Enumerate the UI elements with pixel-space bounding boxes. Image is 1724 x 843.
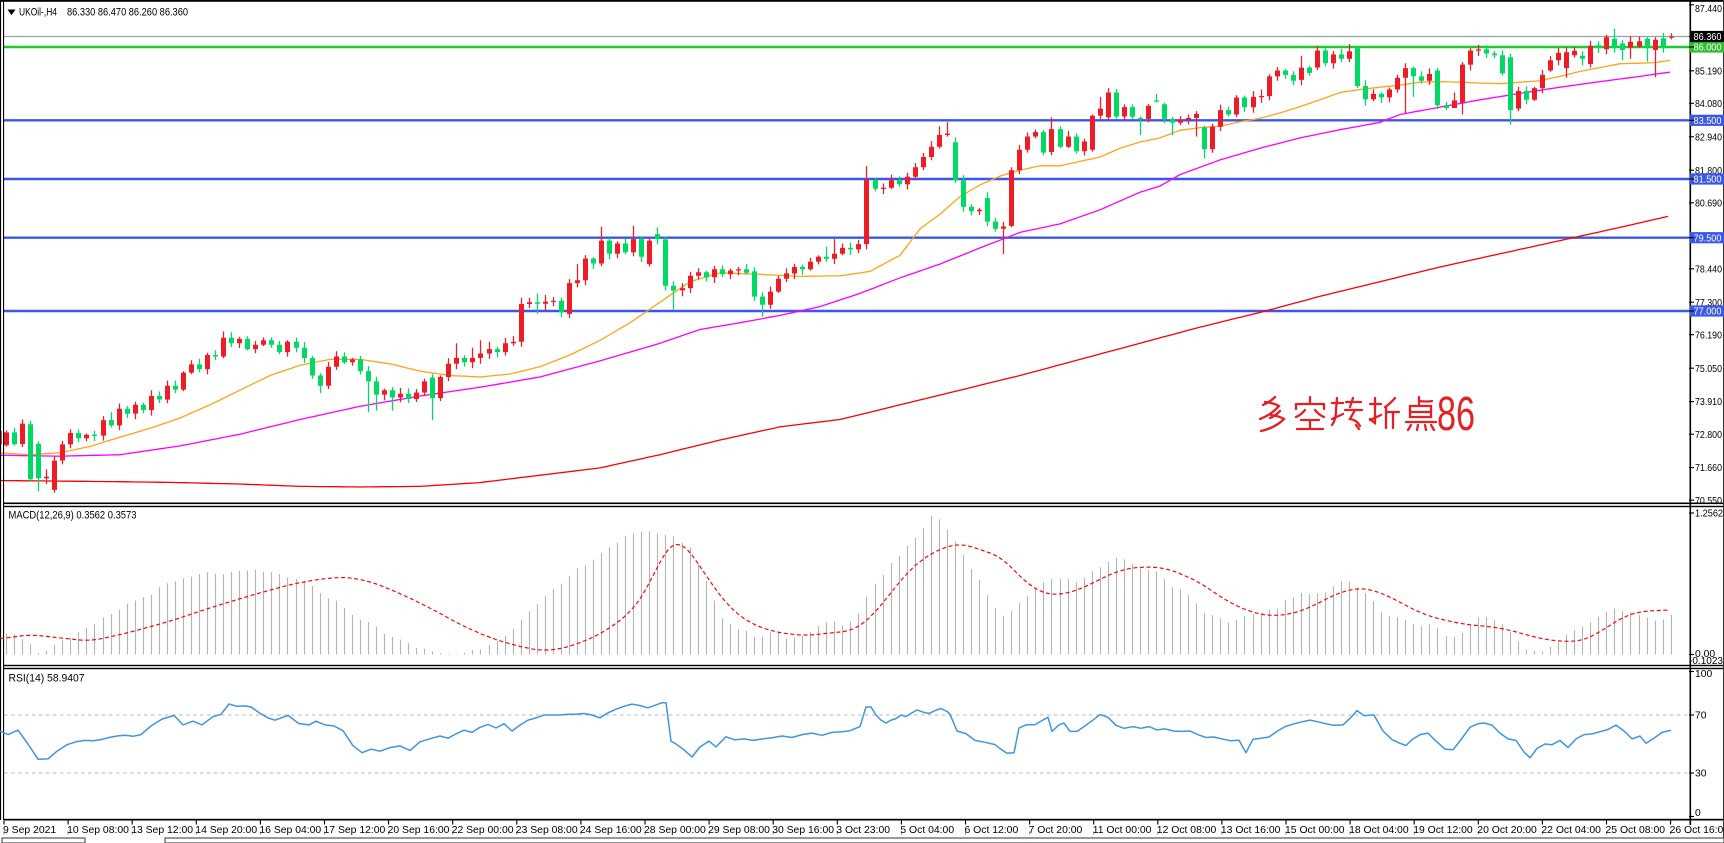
svg-text:82.940: 82.940 — [1695, 132, 1722, 143]
svg-text:28 Sep 00:00: 28 Sep 00:00 — [644, 825, 706, 836]
svg-text:22 Sep 00:00: 22 Sep 00:00 — [452, 825, 514, 836]
svg-text:0: 0 — [1695, 808, 1701, 819]
svg-text:17 Sep 12:00: 17 Sep 12:00 — [324, 825, 386, 836]
svg-text:5 Oct 04:00: 5 Oct 04:00 — [900, 825, 954, 836]
svg-text:86.330 86.470 86.260 86.360: 86.330 86.470 86.260 86.360 — [67, 7, 188, 19]
svg-text:86.360: 86.360 — [1694, 32, 1722, 43]
svg-text:85.190: 85.190 — [1695, 66, 1722, 77]
svg-text:29 Sep 08:00: 29 Sep 08:00 — [708, 825, 770, 836]
svg-text:UKOil-,H4: UKOil-,H4 — [19, 7, 57, 19]
svg-text:15 Oct 00:00: 15 Oct 00:00 — [1285, 825, 1345, 836]
svg-text:70: 70 — [1695, 711, 1707, 722]
svg-text:30 Sep 16:00: 30 Sep 16:00 — [772, 825, 834, 836]
svg-text:-0.1023: -0.1023 — [1689, 656, 1723, 667]
svg-text:14 Sep 20:00: 14 Sep 20:00 — [195, 825, 257, 836]
svg-text:23 Sep 08:00: 23 Sep 08:00 — [516, 825, 578, 836]
svg-text:30: 30 — [1695, 769, 1707, 780]
svg-text:24 Sep 16:00: 24 Sep 16:00 — [580, 825, 642, 836]
svg-text:26 Oct 16:00: 26 Oct 16:00 — [1670, 825, 1724, 836]
svg-text:73.910: 73.910 — [1695, 397, 1722, 408]
svg-text:16 Sep 04:00: 16 Sep 04:00 — [259, 825, 321, 836]
svg-text:10 Sep 08:00: 10 Sep 08:00 — [67, 825, 129, 836]
svg-text:0.00: 0.00 — [1695, 649, 1715, 660]
svg-text:25 Oct 08:00: 25 Oct 08:00 — [1606, 825, 1666, 836]
svg-text:18 Oct 04:00: 18 Oct 04:00 — [1349, 825, 1409, 836]
svg-text:RSI(14) 58.9407: RSI(14) 58.9407 — [9, 673, 85, 685]
svg-text:22 Oct 04:00: 22 Oct 04:00 — [1541, 825, 1601, 836]
svg-text:13 Sep 12:00: 13 Sep 12:00 — [131, 825, 193, 836]
svg-text:9 Sep 2021: 9 Sep 2021 — [3, 825, 56, 836]
svg-text:84.080: 84.080 — [1695, 99, 1722, 110]
svg-text:81.800: 81.800 — [1695, 166, 1722, 177]
svg-text:3 Oct 23:00: 3 Oct 23:00 — [836, 825, 890, 836]
svg-text:20 Sep 16:00: 20 Sep 16:00 — [388, 825, 450, 836]
svg-text:12 Oct 08:00: 12 Oct 08:00 — [1157, 825, 1217, 836]
svg-text:86.000: 86.000 — [1694, 43, 1722, 54]
svg-text:79.500: 79.500 — [1694, 233, 1722, 244]
svg-text:80.690: 80.690 — [1695, 198, 1722, 209]
svg-text:77.300: 77.300 — [1695, 298, 1722, 309]
svg-text:76.190: 76.190 — [1695, 330, 1722, 341]
svg-text:86: 86 — [1437, 388, 1475, 441]
svg-text:81.500: 81.500 — [1694, 175, 1722, 186]
svg-text:83.500: 83.500 — [1694, 116, 1722, 127]
svg-text:72.800: 72.800 — [1695, 430, 1722, 441]
svg-text:71.660: 71.660 — [1695, 463, 1722, 474]
svg-text:78.440: 78.440 — [1695, 264, 1722, 275]
svg-text:11 Oct 00:00: 11 Oct 00:00 — [1093, 825, 1152, 836]
svg-text:MACD(12,26,9) 0.3562 0.3573: MACD(12,26,9) 0.3562 0.3573 — [9, 510, 137, 522]
svg-text:20 Oct 20:00: 20 Oct 20:00 — [1477, 825, 1537, 836]
svg-text:100: 100 — [1695, 669, 1712, 680]
svg-text:1.2562: 1.2562 — [1695, 509, 1723, 520]
svg-text:13 Oct 16:00: 13 Oct 16:00 — [1221, 825, 1281, 836]
svg-text:19 Oct 12:00: 19 Oct 12:00 — [1413, 825, 1473, 836]
svg-text:75.050: 75.050 — [1695, 364, 1722, 375]
svg-text:77.000: 77.000 — [1694, 307, 1722, 318]
svg-text:6 Oct 12:00: 6 Oct 12:00 — [965, 825, 1019, 836]
svg-text:87.440: 87.440 — [1695, 4, 1722, 15]
svg-text:7 Oct 20:00: 7 Oct 20:00 — [1029, 825, 1083, 836]
svg-text:70.550: 70.550 — [1695, 496, 1722, 507]
